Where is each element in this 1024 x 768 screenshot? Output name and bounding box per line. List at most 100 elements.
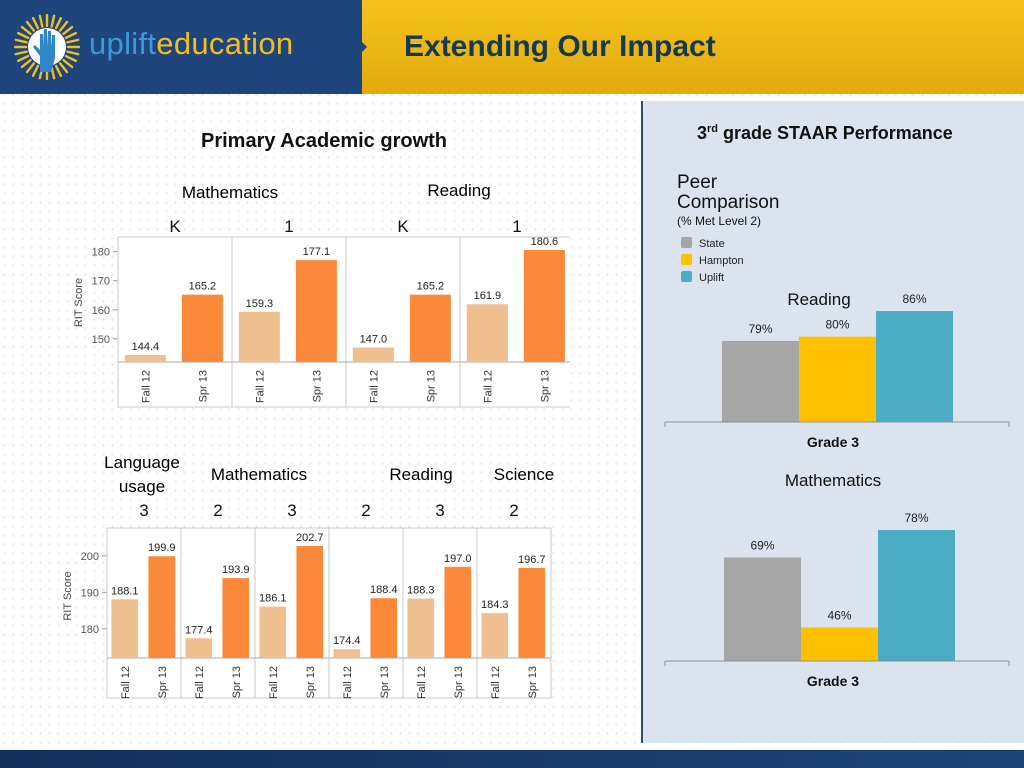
grade-label: K (169, 217, 181, 236)
bar-uplift (876, 311, 953, 422)
y-tick-label: 170 (92, 276, 110, 288)
bar-value-label: 78% (904, 511, 928, 525)
bar-value-label: 188.1 (111, 585, 139, 597)
bar-value-label: 188.4 (370, 584, 398, 596)
bar-value-label: 177.4 (185, 624, 213, 636)
legend-swatch-uplift (681, 271, 692, 282)
peer-comparison-heading: Peer Comparison (677, 173, 779, 213)
x-tick-label: Fall 12 (490, 666, 502, 699)
header-arrow-shape (321, 0, 367, 94)
staar-title-rest: grade STAAR Performance (718, 123, 953, 143)
growth-chart-k1: RIT Score 150 160 170 180 K 144.4 Fall 12 165.2 S… (73, 181, 570, 408)
x-tick-label: Spr 13 (157, 666, 169, 698)
bar-value-label: 180.6 (531, 236, 559, 248)
bar-value-label: 69% (750, 538, 774, 552)
sun-ray (31, 64, 40, 78)
sun-ray (58, 62, 69, 74)
header-bar: uplifteducation Extending Our Impact (0, 0, 1024, 94)
staar-charts: State Hampton Uplift Reading 79% 80% 86% Grade … (664, 237, 1010, 689)
bar-value-label: 147.0 (360, 333, 388, 345)
x-tick-label: Spr 13 (453, 666, 465, 698)
bar-value-label: 186.1 (259, 593, 287, 605)
x-tick-label: Fall 12 (416, 666, 428, 699)
staar-title-number: 3 (697, 123, 708, 143)
sun-ray (62, 58, 74, 69)
legend-label-state: State (699, 238, 725, 250)
bar-fall-12 (259, 606, 287, 658)
sun-ray (20, 58, 32, 69)
x-tick-label: Spr 13 (539, 370, 551, 402)
bar-spr-13 (148, 556, 176, 658)
bar-value-label: 188.3 (407, 585, 435, 597)
bar-spr-13 (222, 578, 250, 658)
sun-ray (31, 16, 40, 30)
brand-part-uplift: uplift (89, 26, 157, 61)
x-tick-label: Fall 12 (120, 666, 132, 699)
bar-value-label: 144.4 (132, 341, 160, 353)
legend-swatch-state (681, 237, 692, 248)
bar-spr-13 (295, 260, 337, 362)
staar-panel: 3rd grade STAAR Performance Peer Compari… (641, 101, 1024, 743)
sun-ray (38, 14, 44, 28)
y-tick-label: 200 (81, 551, 99, 563)
sun-ray (58, 20, 69, 32)
grade-label: 1 (512, 217, 521, 236)
staar-title: 3rd grade STAAR Performance (697, 123, 953, 144)
x-tick-label: Spr 13 (231, 666, 243, 698)
bar-fall-12 (466, 304, 508, 362)
bar-value-label: 202.7 (296, 532, 324, 544)
sun-ray (25, 62, 36, 74)
x-tick-label: Fall 12 (342, 666, 354, 699)
x-tick-label: Spr 13 (305, 666, 317, 698)
grade-label: 3 (139, 501, 148, 520)
bar-spr-13 (444, 566, 472, 658)
footer-bar (0, 750, 1024, 768)
sun-ray (16, 54, 30, 63)
bar-state (724, 557, 801, 661)
bar-spr-13 (296, 546, 324, 658)
sun-ray (16, 31, 30, 40)
bar-value-label: 165.2 (417, 281, 445, 293)
brand-part-education: education (156, 26, 294, 61)
subject-label-language-line1: Language (104, 453, 180, 472)
sun-ray (66, 38, 80, 44)
legend-label-hampton: Hampton (699, 255, 744, 267)
grade-label: 2 (213, 501, 222, 520)
x-tick-label: Spr 13 (197, 370, 209, 402)
bar-value-label: 79% (748, 322, 772, 336)
y-tick-label: 180 (92, 247, 110, 259)
page-title: Extending Our Impact (404, 30, 716, 63)
staar-title-suffix: rd (707, 123, 719, 135)
bar-value-label: 193.9 (222, 564, 250, 576)
x-tick-label: Spr 13 (379, 666, 391, 698)
subject-label-mathematics: Mathematics (211, 465, 307, 484)
chart-title-reading: Reading (787, 290, 850, 309)
grade-label: 3 (435, 501, 444, 520)
grade-label: 2 (361, 501, 370, 520)
x-axis-label: Grade 3 (807, 434, 859, 450)
bar-uplift (878, 530, 955, 661)
peer-comparison-subtitle: (% Met Level 2) (677, 214, 762, 228)
bar-value-label: 86% (902, 292, 926, 306)
bar-fall-12 (481, 613, 509, 658)
x-tick-label: Fall 12 (140, 370, 152, 403)
sun-ray (64, 31, 78, 40)
bar-value-label: 197.0 (444, 553, 472, 565)
y-axis-label: RIT Score (62, 571, 74, 620)
bar-spr-13 (181, 294, 223, 362)
x-axis-label: Grade 3 (807, 673, 859, 689)
brand-wordmark: uplifteducation (89, 26, 293, 62)
legend-label-uplift: Uplift (699, 272, 724, 284)
x-tick-label: Spr 13 (425, 370, 437, 402)
grade-label: 3 (287, 501, 296, 520)
y-tick-label: 190 (81, 587, 99, 599)
x-tick-label: Spr 13 (311, 370, 323, 402)
bar-value-label: 46% (827, 609, 851, 623)
bar-fall-12 (333, 649, 361, 658)
x-tick-label: Fall 12 (194, 666, 206, 699)
bar-spr-13 (518, 567, 546, 658)
chart-title-mathematics: Mathematics (785, 471, 881, 490)
sun-ray (54, 16, 63, 30)
sun-ray (25, 20, 36, 32)
y-axis-label: RIT Score (73, 278, 85, 327)
